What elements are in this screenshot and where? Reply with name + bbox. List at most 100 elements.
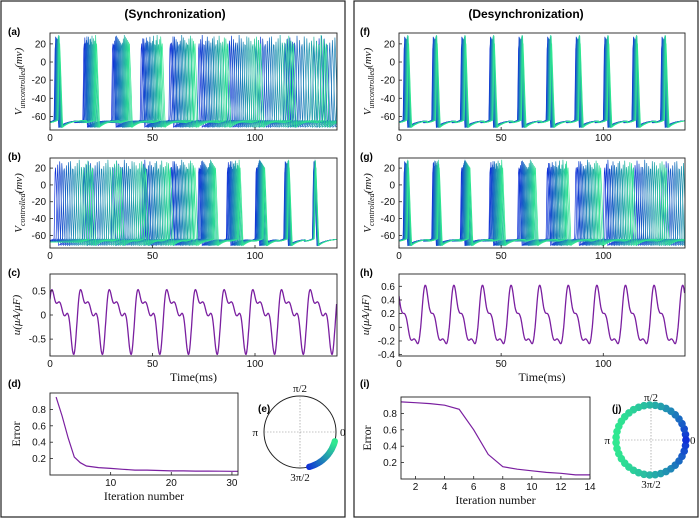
ytick-label-i: 0.6 — [383, 425, 397, 436]
voltage-trace-a — [50, 43, 337, 128]
voltage-trace-f — [399, 34, 685, 128]
ytick-label-a: -60 — [32, 112, 47, 123]
panel-label-c: (c) — [8, 268, 20, 279]
panel-d: 0.8 0.6 0.4 0.2 10 20 30 Error Iteration number — [9, 392, 239, 503]
xtick-label-h: 50 — [496, 359, 508, 370]
ytick-label-h: 0.2 — [381, 309, 395, 320]
phase-dot-j — [612, 439, 620, 447]
ylabel-a: Vuncontrolled(mv) — [13, 47, 27, 115]
voltage-trace-f — [399, 40, 685, 128]
ytick-label-a: -20 — [32, 76, 47, 87]
xlabel-c: Time(ms) — [170, 370, 217, 384]
ytick-label-d: 0.2 — [32, 454, 46, 465]
panel-label-i: (i) — [360, 379, 369, 390]
polar-label-bottom-j: 3π/2 — [641, 479, 661, 491]
ytick-label-f: 20 — [384, 39, 396, 50]
ylabel-main-a: V — [13, 107, 25, 115]
xtick-label-f: 50 — [496, 133, 508, 144]
voltage-trace-b — [50, 167, 337, 247]
phase-dot-j — [613, 427, 621, 436]
panel-label-e: (e) — [258, 404, 270, 415]
xtick-label-a: 50 — [147, 133, 159, 144]
ytick-label-f: -60 — [381, 112, 396, 123]
polar-label-left-j: π — [604, 435, 610, 447]
xtick-label-g: 0 — [396, 251, 402, 262]
polar-label-left-e: π — [252, 427, 258, 439]
voltage-trace-f — [399, 42, 685, 128]
ytick-label-f: 0 — [389, 58, 395, 69]
ytick-label-b: -20 — [32, 197, 47, 208]
ytick-label-b: 0 — [40, 180, 46, 191]
axes-frame-h — [398, 273, 686, 357]
ylabel-unit-a: (mv) — [13, 47, 25, 67]
plot-area-h — [399, 284, 685, 345]
phase-dot-j — [645, 401, 654, 409]
ytick-label-f: -40 — [381, 94, 396, 105]
xtick-label-g: 50 — [496, 251, 508, 262]
ylabel-f: Vuncontrolled(mv) — [362, 47, 376, 115]
ylabel-main-f: V — [362, 107, 374, 115]
axes-frame-b — [49, 157, 338, 249]
voltage-trace-f — [399, 37, 685, 128]
ylabel-b: Vcontrolled(mv) — [13, 173, 27, 233]
ytick-label-f: -20 — [381, 76, 396, 87]
ytick-label-i: 0.4 — [383, 442, 397, 453]
plot-area-g — [399, 159, 685, 247]
ytick-label-b: 20 — [35, 164, 47, 175]
plot-area-c — [50, 288, 337, 356]
ytick-label-g: 0 — [389, 180, 395, 191]
polar-plot-j: π/2 π 0 3π/2 — [604, 392, 696, 491]
voltage-trace-f — [399, 44, 685, 128]
plot-area-b — [50, 159, 337, 247]
xtick-label-h: 0 — [396, 359, 402, 370]
xtick-label-i: 10 — [526, 482, 538, 493]
ylabel-sub-f: uncontrolled — [367, 67, 376, 109]
xtick-label-i: 6 — [471, 482, 477, 493]
error-curve-d — [55, 396, 238, 472]
voltage-trace-f — [399, 41, 685, 128]
left-column-frame — [0, 0, 346, 518]
plot-area-f — [399, 34, 685, 129]
panel-c: 0.5 0 -0.5 0 50 100 u(μA/μF) Time(ms) — [11, 273, 338, 384]
panel-label-h: (h) — [360, 268, 373, 279]
ytick-label-g: -40 — [381, 214, 396, 225]
xlabel-h: Time(ms) — [519, 370, 566, 384]
ytick-label-d: 0.4 — [32, 438, 46, 449]
ytick-label-i: 0.2 — [383, 458, 397, 469]
voltage-trace-a — [50, 34, 337, 129]
plot-area-a — [50, 34, 337, 129]
plot-area-d — [55, 396, 238, 472]
voltage-trace-f — [399, 44, 685, 129]
ytick-label-i: 0.8 — [383, 409, 397, 420]
ytick-label-g: -20 — [381, 197, 396, 208]
panel-label-a: (a) — [8, 27, 20, 38]
right-column-frame — [353, 0, 699, 518]
axes-frame-f — [398, 32, 686, 131]
axes-frame-i — [400, 396, 591, 480]
ytick-label-c: 0 — [40, 311, 46, 322]
ylabel-d: Error — [9, 421, 23, 446]
xtick-label-d: 30 — [226, 478, 238, 489]
ytick-label-a: -40 — [32, 94, 47, 105]
xtick-label-f: 0 — [396, 133, 402, 144]
polar-plot-e: π/2 π 0 3π/2 — [252, 383, 346, 484]
axes-frame-a — [49, 32, 338, 131]
left-column-title: (Synchronization) — [124, 7, 225, 21]
panel-i: 0.8 0.6 0.4 0.2 2 4 6 8 10 12 14 Error Iteration num… — [360, 396, 596, 507]
ytick-label-g: -60 — [381, 231, 396, 242]
voltage-trace-f — [399, 39, 685, 128]
phase-dot-j — [612, 433, 620, 442]
ylabel-sub-a: uncontrolled — [18, 67, 27, 109]
panels-layer: (a)200-20-40-600 50 100Vuncontrolled(mv)(b… — [8, 27, 696, 507]
xtick-label-b: 100 — [247, 251, 264, 262]
ylabel-i: Error — [360, 425, 374, 450]
control-signal-h — [399, 284, 685, 345]
ytick-label-h: -0.4 — [378, 350, 396, 361]
ytick-label-h: -0.2 — [378, 336, 396, 347]
ylabel-c: u(μA/μF) — [11, 294, 23, 335]
voltage-trace-f — [399, 40, 685, 129]
voltage-trace-f — [399, 36, 685, 128]
